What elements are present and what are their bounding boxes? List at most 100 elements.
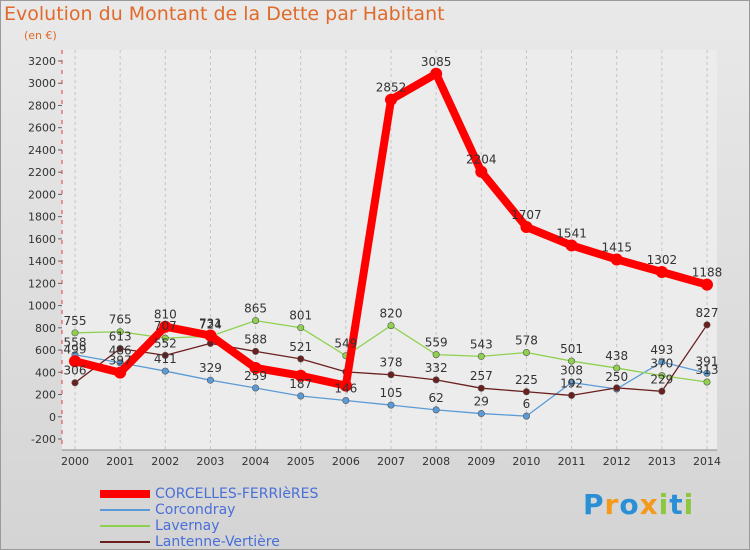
series-2-point-2001 xyxy=(116,328,124,336)
series-0-label-2008: 3085 xyxy=(421,55,452,69)
series-1-label-2001: 486 xyxy=(109,344,132,358)
series-2-label-2003: 724 xyxy=(199,317,222,331)
series-0-point-2008 xyxy=(430,67,443,80)
series-3-point-2002 xyxy=(161,351,169,359)
logo-letter-6: i xyxy=(683,488,695,521)
legend-item-1: Corcondray xyxy=(100,502,500,518)
series-2-point-2013 xyxy=(658,372,666,380)
series-2-label-2000: 755 xyxy=(64,314,87,328)
series-1-label-2007: 105 xyxy=(380,386,403,400)
series-0-point-2011 xyxy=(565,239,578,252)
y-tick-label-1200: 1200 xyxy=(28,277,56,290)
x-tick-label-2001: 2001 xyxy=(106,455,134,468)
series-3-label-2014: 827 xyxy=(696,306,719,320)
series-1-label-2013: 493 xyxy=(650,343,673,357)
series-1-point-2008 xyxy=(432,406,440,414)
y-tick-label-0: 0 xyxy=(49,411,56,424)
y-tick-label--200: -200 xyxy=(31,433,56,446)
logo-letter-1: r xyxy=(604,488,620,521)
series-3-point-2005 xyxy=(297,355,305,363)
series-3-point-2014 xyxy=(703,321,711,329)
series-2-point-2011 xyxy=(568,357,576,365)
x-tick-label-2014: 2014 xyxy=(693,455,721,468)
series-0-label-2007: 2852 xyxy=(376,81,407,95)
y-tick-label-3000: 3000 xyxy=(28,77,56,90)
x-tick-label-2005: 2005 xyxy=(287,455,315,468)
y-tick-label-1600: 1600 xyxy=(28,233,56,246)
series-1-label-2010: 6 xyxy=(523,397,531,411)
series-2-label-2012: 438 xyxy=(605,349,628,363)
series-2-point-2012 xyxy=(613,364,621,372)
series-3-label-2013: 229 xyxy=(650,372,673,386)
series-2-label-2011: 501 xyxy=(560,342,583,356)
x-tick-label-2011: 2011 xyxy=(558,455,586,468)
legend-label-1: Corcondray xyxy=(155,502,236,518)
series-1-label-2011: 308 xyxy=(560,364,583,378)
y-tick-label-2600: 2600 xyxy=(28,122,56,135)
legend: CORCELLES-FERRIèRES Corcondray Lavernay Lan… xyxy=(100,486,500,550)
proxiti-logo: Proxiti xyxy=(583,488,694,521)
series-1-point-2013 xyxy=(658,358,666,366)
series-1-label-2006: 146 xyxy=(334,382,357,396)
x-tick-label-2000: 2000 xyxy=(61,455,89,468)
series-1-point-2011 xyxy=(568,379,576,387)
series-2-label-2009: 543 xyxy=(470,337,493,351)
series-1-point-2005 xyxy=(297,392,305,400)
series-1-label-2003: 329 xyxy=(199,361,222,375)
x-tick-label-2010: 2010 xyxy=(512,455,540,468)
series-0-point-2002 xyxy=(159,320,172,333)
series-2-point-2009 xyxy=(477,352,485,360)
series-1-point-2002 xyxy=(161,367,169,375)
series-3-label-2002: 552 xyxy=(154,336,177,350)
series-3-label-2007: 378 xyxy=(380,356,403,370)
logo-letter-2: o xyxy=(619,488,640,521)
series-0-point-2006 xyxy=(339,379,352,392)
series-0-point-2009 xyxy=(475,165,488,178)
x-tick-label-2009: 2009 xyxy=(467,455,495,468)
y-tick-label-200: 200 xyxy=(35,389,56,402)
series-1-point-2001 xyxy=(116,359,124,367)
series-2-point-2005 xyxy=(297,324,305,332)
legend-label-0: CORCELLES-FERRIèRES xyxy=(155,486,319,502)
series-1-label-2008: 62 xyxy=(429,391,444,405)
series-1-point-2009 xyxy=(477,410,485,418)
series-3-label-2010: 225 xyxy=(515,373,538,387)
series-3-point-2008 xyxy=(432,376,440,384)
x-tick-label-2004: 2004 xyxy=(242,455,270,468)
series-3-label-2009: 257 xyxy=(470,369,493,383)
series-3-point-2001 xyxy=(116,345,124,353)
series-3-point-2012 xyxy=(613,384,621,392)
series-0-point-2000 xyxy=(69,355,81,368)
chart-subtitle: (en €) xyxy=(24,29,57,42)
series-2-point-2007 xyxy=(387,322,395,330)
legend-item-2: Lavernay xyxy=(100,518,500,534)
series-1-label-2012: 250 xyxy=(605,370,628,384)
series-2-label-2002: 707 xyxy=(154,319,177,333)
series-2-point-2004 xyxy=(252,317,260,325)
x-tick-label-2008: 2008 xyxy=(422,455,450,468)
legend-label-3: Lantenne-Vertière xyxy=(155,534,280,550)
series-2-label-2008: 559 xyxy=(425,336,448,350)
series-1-point-2010 xyxy=(522,412,530,420)
series-1-label-2002: 411 xyxy=(154,352,177,366)
y-tick-label-600: 600 xyxy=(35,344,56,357)
series-1-label-2009: 29 xyxy=(474,395,489,409)
legend-swatch-3 xyxy=(100,541,150,543)
logo-letter-5: t xyxy=(669,488,684,521)
series-2-label-2014: 313 xyxy=(696,363,719,377)
y-tick-label-2400: 2400 xyxy=(28,144,56,157)
series-3-point-2009 xyxy=(477,384,485,392)
series-0-label-2012: 1415 xyxy=(601,240,632,254)
series-0-point-2005 xyxy=(294,369,307,382)
chart-title: Evolution du Montant de la Dette par Hab… xyxy=(4,3,445,25)
series-0-point-2013 xyxy=(655,266,668,279)
y-tick-label-1000: 1000 xyxy=(28,300,56,313)
series-0-point-2010 xyxy=(520,220,533,233)
series-1-point-2003 xyxy=(206,376,214,384)
series-0-point-2004 xyxy=(249,361,262,374)
series-0-point-2001 xyxy=(114,366,127,379)
series-2-point-2010 xyxy=(522,349,530,357)
series-3-point-2007 xyxy=(387,371,395,379)
series-0-label-2002: 810 xyxy=(154,308,177,322)
